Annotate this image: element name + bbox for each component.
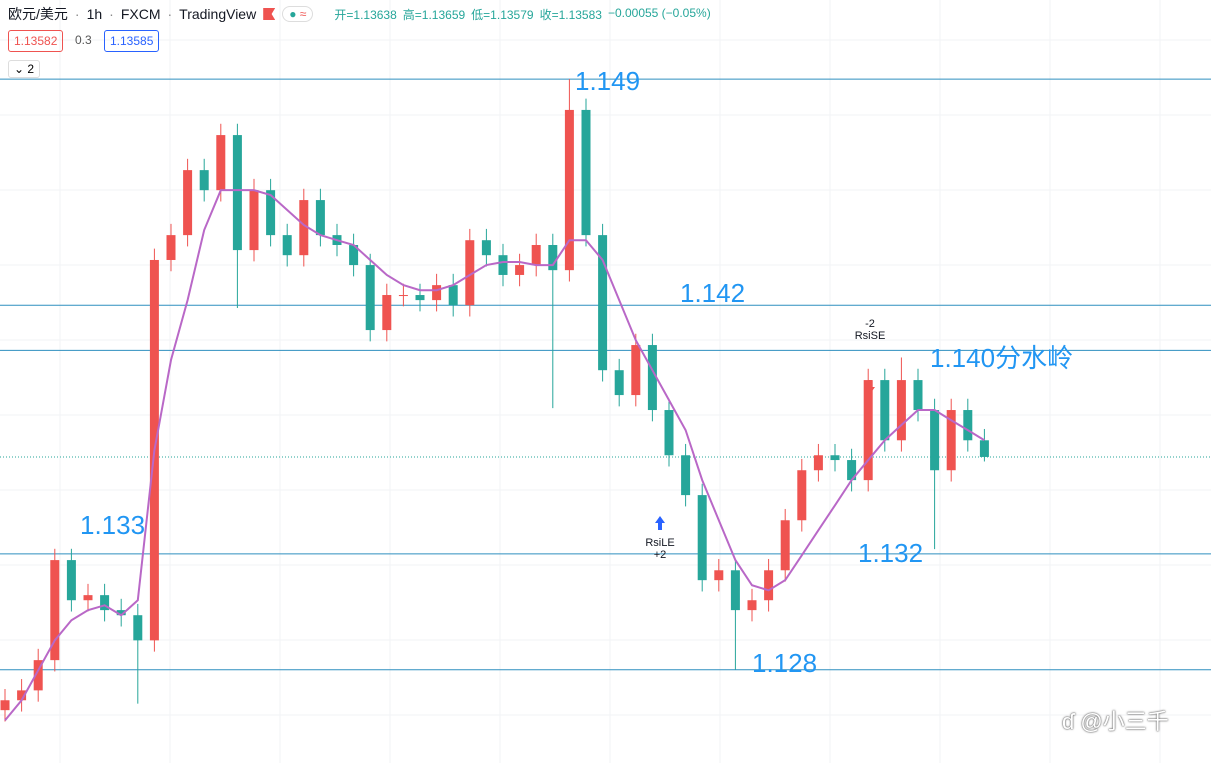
candle-body — [764, 570, 774, 601]
candle-body — [930, 410, 940, 471]
candle-body — [747, 600, 757, 611]
candle-body — [780, 520, 790, 571]
candle-body — [349, 245, 359, 266]
open: 开=1.13638 — [334, 7, 397, 22]
candle-body — [979, 440, 989, 457]
candle-body — [166, 235, 176, 260]
interval[interactable]: 1h — [86, 6, 103, 22]
candle-body — [365, 265, 375, 331]
signal-name: RsiSE — [854, 330, 886, 342]
candle-body — [847, 460, 857, 481]
candle-body — [465, 240, 475, 306]
annotation: 1.133 — [80, 510, 146, 540]
signal-name: RsiLE — [645, 537, 675, 549]
spread: 0.3 — [75, 33, 92, 47]
candle-body — [199, 170, 209, 191]
status-pill[interactable]: ● ≈ — [282, 6, 314, 22]
candle-body — [83, 595, 93, 601]
candle-body — [614, 370, 624, 396]
signal-label: -2 RsiSE — [850, 318, 890, 342]
candle-body — [415, 295, 425, 301]
annotation: 1.140分水岭 — [930, 343, 1074, 373]
candle-body — [598, 235, 608, 371]
separator: · — [167, 6, 173, 22]
candle-body — [17, 690, 27, 701]
candle-body — [697, 495, 707, 581]
candle-body — [432, 285, 442, 301]
candle-body — [232, 135, 242, 251]
candle-body — [66, 560, 76, 601]
candle-body — [282, 235, 292, 256]
moving-average — [4, 189, 985, 721]
candle-body — [448, 285, 458, 306]
long-arrow — [655, 516, 665, 530]
exchange: FXCM — [120, 6, 161, 22]
candle-body — [133, 615, 143, 641]
candle-body — [299, 200, 309, 256]
candle-body — [963, 410, 973, 441]
separator: · — [74, 6, 80, 22]
signal-qty: +2 — [653, 549, 667, 561]
layers-toggle[interactable]: ⌄ 2 — [8, 60, 41, 78]
candle-body — [880, 380, 890, 441]
candle-body — [266, 190, 276, 236]
annotation: 1.142 — [680, 278, 746, 308]
candle-body — [100, 595, 110, 611]
candle-body — [249, 190, 259, 251]
candle-body — [647, 345, 657, 411]
high: 高=1.13659 — [402, 7, 466, 22]
candle-body — [913, 380, 923, 411]
low: 低=1.13579 — [471, 7, 534, 22]
flag-icon[interactable] — [263, 8, 276, 20]
candle-body — [382, 295, 392, 331]
candle-body — [813, 455, 823, 471]
layers-count: 2 — [27, 62, 35, 76]
close: 收=1.13583 — [539, 7, 602, 22]
watermark: ɗ @小三千 — [1062, 709, 1169, 734]
candle-body — [183, 170, 193, 236]
candle-body — [714, 570, 724, 581]
candle-body — [481, 240, 491, 256]
signal-qty: -2 — [865, 318, 875, 330]
source: TradingView — [179, 6, 257, 22]
short-arrow — [865, 380, 875, 394]
candle-body — [548, 245, 558, 271]
candle-body — [0, 700, 10, 711]
candle-body — [398, 295, 408, 297]
candle-body — [896, 380, 906, 441]
header: 欧元/美元 · 1h · FXCM · TradingView ● ≈ 开=1.136… — [8, 4, 711, 24]
symbol[interactable]: 欧元/美元 — [8, 6, 68, 22]
candle-body — [681, 455, 691, 496]
annotation: 1.149 — [575, 66, 641, 96]
candle-body — [515, 265, 525, 275]
candle-body — [830, 455, 840, 461]
ohlc: 开=1.13638 高=1.13659 低=1.13579 收=1.13583 … — [334, 6, 710, 23]
candle-body — [531, 245, 541, 266]
candle-body — [946, 410, 956, 471]
watermark-text: @小三千 — [1080, 709, 1169, 734]
candle-body — [664, 410, 674, 456]
candle-body — [315, 200, 325, 236]
candle-body — [33, 660, 43, 691]
buy-button[interactable]: 1.13585 — [104, 30, 160, 52]
candle-body — [564, 109, 574, 271]
separator: · — [109, 6, 114, 22]
candle-body — [116, 610, 126, 616]
annotation: 1.128 — [752, 648, 818, 678]
candle-body — [730, 570, 740, 611]
sell-button[interactable]: 1.13582 — [8, 30, 64, 52]
signal-label: RsiLE +2 — [640, 537, 680, 561]
annotation: 1.132 — [858, 538, 924, 568]
change: −0.00055 (−0.05%) — [607, 5, 711, 20]
candle-body — [631, 345, 641, 396]
candle-body — [581, 109, 591, 236]
candle-body — [498, 255, 508, 275]
candle-body — [50, 560, 60, 661]
candle-body — [216, 135, 226, 191]
candle-body — [797, 470, 807, 521]
candle-body — [863, 380, 873, 481]
